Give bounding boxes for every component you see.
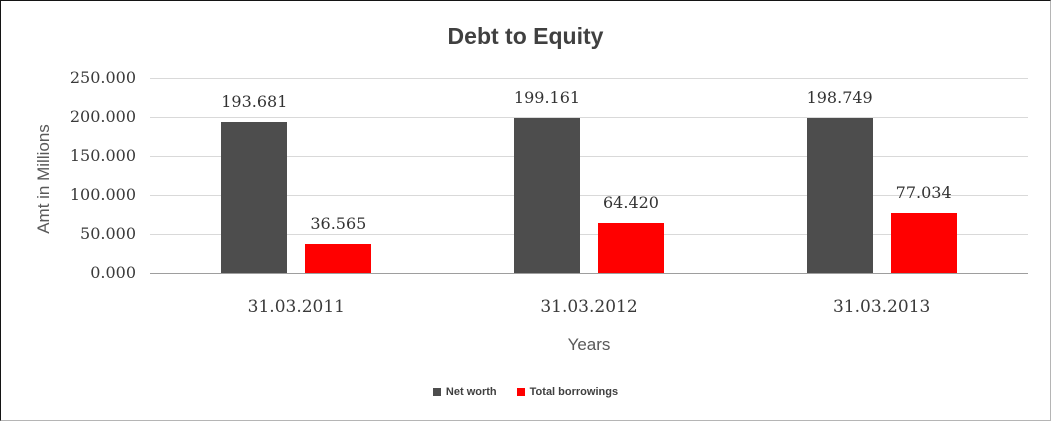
bar-total-borrowings — [890, 212, 957, 273]
y-tick-label: 250.000 — [69, 68, 136, 87]
legend-item-total-borrowings: Total borrowings — [516, 386, 619, 398]
plot-area: 193.681 36.565 199.161 64.420 198.749 77.034 — [150, 77, 1028, 274]
category-label: 31.03.2013 — [832, 297, 931, 317]
y-tick-label: 50.000 — [80, 224, 136, 243]
y-tick-label: 100.000 — [69, 185, 136, 204]
bar-value-label: 193.681 — [221, 91, 288, 111]
bar-value-label: 36.565 — [310, 214, 367, 234]
chart-title: Debt to Equity — [447, 23, 604, 49]
gridline — [150, 155, 1028, 157]
legend-swatch-icon — [432, 388, 441, 396]
legend-label: Total borrowings — [529, 386, 619, 398]
bar-value-label: 199.161 — [513, 87, 581, 107]
gridline — [150, 77, 1028, 79]
bar-net-worth — [806, 117, 873, 273]
gridline — [150, 116, 1028, 118]
bar-value-label: 198.749 — [806, 87, 873, 107]
bar-net-worth — [514, 117, 580, 273]
legend-swatch-icon — [516, 388, 525, 396]
bar-value-label: 64.420 — [603, 192, 659, 212]
gridline — [150, 233, 1028, 235]
category-label: 31.03.2012 — [540, 297, 638, 317]
bar-net-worth — [221, 121, 288, 273]
bar-total-borrowings — [598, 222, 664, 273]
y-tick-label: 200.000 — [69, 107, 136, 126]
legend: Net worth Total borrowings — [1, 386, 1050, 398]
gridline — [150, 194, 1028, 196]
bar-value-label: 77.034 — [895, 182, 952, 202]
y-tick-label: 150.000 — [69, 146, 136, 165]
category-label: 31.03.2011 — [247, 297, 345, 317]
bar-total-borrowings — [305, 244, 372, 273]
x-axis-title: Years — [567, 335, 611, 354]
legend-label: Net worth — [445, 386, 497, 398]
legend-item-net-worth: Net worth — [432, 386, 497, 398]
y-tick-label: 0.000 — [90, 263, 136, 282]
x-axis-baseline — [150, 272, 1028, 274]
